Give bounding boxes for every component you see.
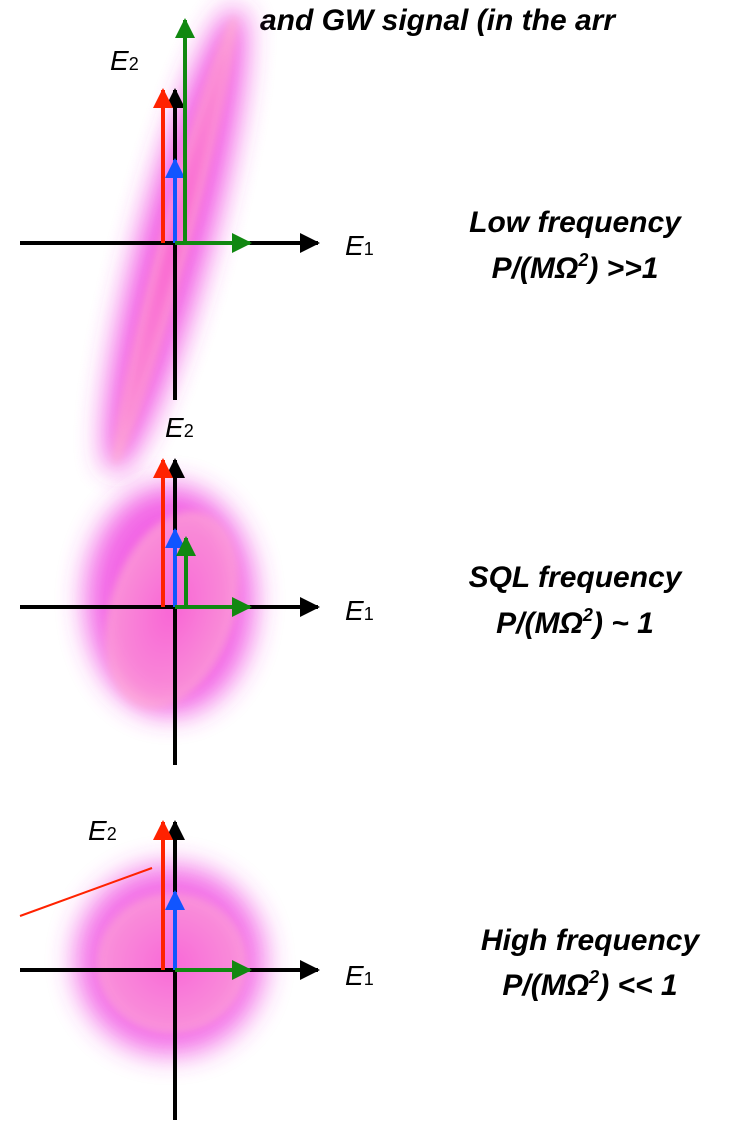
panel-title: SQL frequency xyxy=(469,561,683,594)
e1-label-base: E xyxy=(345,595,364,626)
ratio-sup: 2 xyxy=(588,967,599,987)
e2-label: E2 xyxy=(165,412,194,443)
e1-label: E1 xyxy=(345,960,374,991)
e2-label-base: E xyxy=(88,815,107,846)
ratio-label: P/(MΩ2) ~ 1 xyxy=(496,605,654,640)
panel xyxy=(20,458,320,765)
e2-label-sub: 2 xyxy=(129,54,139,74)
ratio-label: P/(MΩ2) >>1 xyxy=(492,250,659,285)
e1-label-sub: 1 xyxy=(364,969,374,989)
e2-label: E2 xyxy=(110,45,139,76)
e1-label-base: E xyxy=(345,230,364,261)
ratio-label: P/(MΩ2) << 1 xyxy=(502,967,677,1002)
e2-label-base: E xyxy=(165,412,184,443)
ratio-pre: P/(MΩ xyxy=(496,607,583,640)
e2-label: E2 xyxy=(88,815,117,846)
ratio-sup: 2 xyxy=(582,605,593,625)
panel-title: Low frequency xyxy=(469,206,682,239)
e1-label-sub: 1 xyxy=(364,239,374,259)
e2-label-base: E xyxy=(110,45,129,76)
panel-title: High frequency xyxy=(481,924,701,957)
e2-label-sub: 2 xyxy=(184,421,194,441)
panel xyxy=(20,8,320,472)
e2-label-sub: 2 xyxy=(107,824,117,844)
ratio-post: ) >>1 xyxy=(585,252,658,285)
ratio-pre: P/(MΩ xyxy=(492,252,579,285)
e1-label: E1 xyxy=(345,230,374,261)
e1-label-sub: 1 xyxy=(364,604,374,624)
ratio-pre: P/(MΩ xyxy=(502,969,589,1002)
ratio-post: ) ~ 1 xyxy=(590,607,654,640)
ratio-post: ) << 1 xyxy=(596,969,677,1002)
ratio-sup: 2 xyxy=(577,250,588,270)
panel xyxy=(19,820,320,1120)
e1-label-base: E xyxy=(345,960,364,991)
e1-label: E1 xyxy=(345,595,374,626)
header-text: and GW signal (in the arr xyxy=(260,4,617,37)
